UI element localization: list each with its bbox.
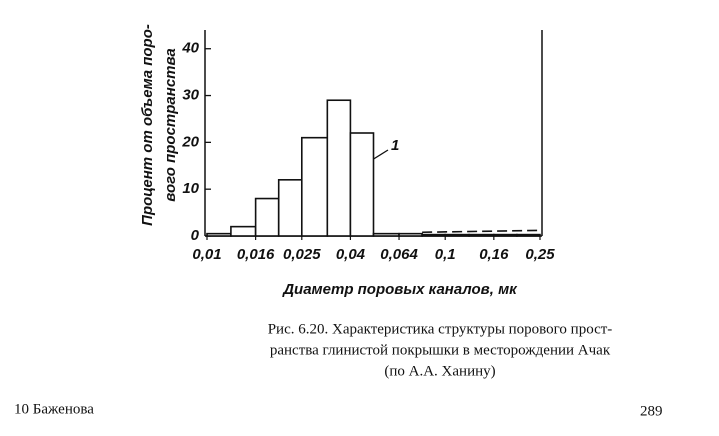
page-number: 289 <box>640 403 663 419</box>
bar <box>300 136 329 237</box>
y-label: вого пространства <box>162 48 179 201</box>
annotation-leader <box>371 149 389 161</box>
x-tick-label: 0,01 <box>192 246 221 263</box>
y-label: Процент от объема поро- <box>139 24 156 226</box>
bar <box>349 132 375 237</box>
y-tick-label: 30 <box>182 87 199 104</box>
caption: (по А.А. Ханину) <box>384 363 495 379</box>
x-tick-label: 0,25 <box>525 246 555 263</box>
bar <box>277 179 303 237</box>
bar <box>444 233 470 237</box>
bar <box>468 233 495 237</box>
y-tick-label: 20 <box>181 133 199 150</box>
x-tick-label: 0,16 <box>479 246 509 263</box>
bar <box>516 233 541 237</box>
x-tick-label: 0,1 <box>435 246 456 263</box>
caption: ранства глинистой покрышки в месторожден… <box>270 342 611 358</box>
x-tick-label: 0,016 <box>237 246 275 263</box>
caption: Рис. 6.20. Характеристика структуры поро… <box>268 321 613 337</box>
dashed-line <box>422 229 541 234</box>
bar <box>398 232 423 237</box>
x-tick-label: 0,064 <box>380 246 418 263</box>
annotation: 1 <box>391 137 399 154</box>
bar <box>421 233 447 237</box>
x-tick-label: 0,04 <box>336 246 366 263</box>
y-tick-label: 40 <box>181 40 199 57</box>
x-label: Диаметр поровых каналов, мк <box>281 281 518 298</box>
y-tick-label: 10 <box>182 180 199 197</box>
bar <box>326 99 352 237</box>
x-tick-label: 0,025 <box>283 246 321 263</box>
bar <box>493 233 518 237</box>
footer-left: 10 Баженова <box>14 401 94 417</box>
bar <box>230 225 257 237</box>
bar <box>372 232 400 237</box>
y-tick-label: 0 <box>191 227 200 244</box>
bar <box>254 197 280 237</box>
bar <box>206 232 232 237</box>
